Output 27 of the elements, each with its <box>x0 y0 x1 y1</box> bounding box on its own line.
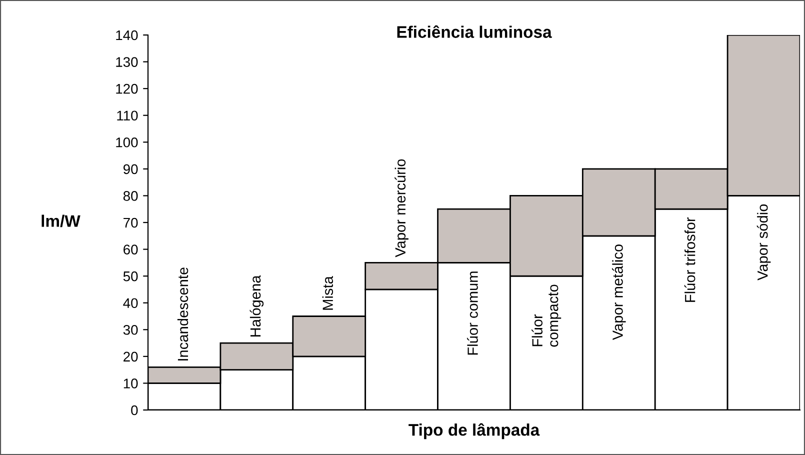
x-tick-label: Vapor mercúrio <box>394 159 408 258</box>
y-tick-label: 30 <box>123 324 138 335</box>
y-tick-label: 140 <box>116 30 138 40</box>
y-tick-label: 0 <box>131 405 138 416</box>
x-axis-title: Tipo de lâmpada <box>408 423 540 440</box>
chart-title: Eficiência luminosa <box>397 25 552 38</box>
y-tick-label: 60 <box>124 244 138 254</box>
y-tick-label: 20 <box>124 352 138 362</box>
x-tick-label: Vapor metálico <box>612 244 626 340</box>
y-axis-title: lm/W <box>42 214 80 228</box>
y-tick-label: 100 <box>116 137 138 148</box>
x-tick-label: Halógena <box>250 275 264 336</box>
x-tick-label: Flúor compacto <box>532 284 562 347</box>
x-tick-label: Mista <box>322 276 334 310</box>
x-tick-label: Flúor comum <box>467 272 478 355</box>
y-tick-label: 40 <box>123 298 138 308</box>
x-tick-label: Vapor sódio <box>756 204 771 280</box>
y-tick-label: 110 <box>117 110 138 121</box>
y-tick-label: 120 <box>116 84 138 94</box>
y-tick-label: 80 <box>123 191 138 201</box>
y-tick-label: 70 <box>124 218 138 228</box>
x-tick-label: Incandescente <box>177 268 188 360</box>
x-tick-label: Flúor trifosfor <box>684 217 696 302</box>
y-tick-label: 90 <box>123 164 138 174</box>
y-tick-label: 50 <box>123 271 138 282</box>
y-tick-label: 10 <box>124 378 138 388</box>
y-tick-label: 130 <box>116 57 138 67</box>
